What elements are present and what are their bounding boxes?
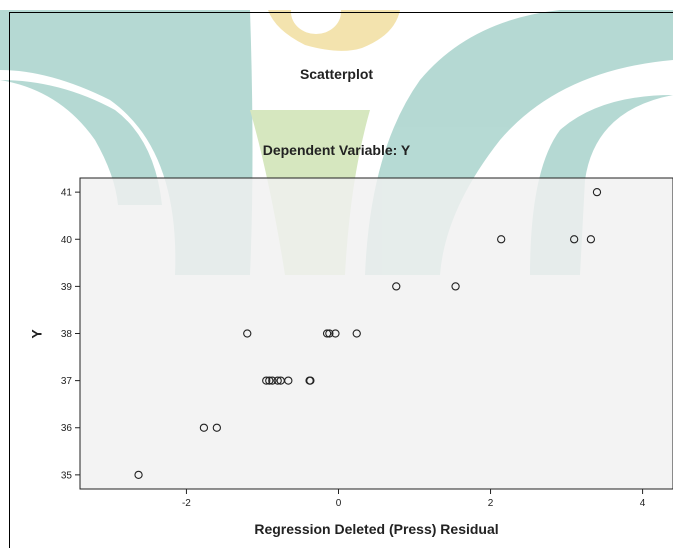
x-tick-label: 2 — [488, 498, 494, 509]
scatter-point — [243, 329, 252, 338]
x-tick-label: 0 — [336, 498, 342, 509]
scatter-point — [322, 329, 332, 338]
y-tick-label: 36 — [61, 423, 73, 434]
chart-title: Scatterplot — [299, 66, 374, 82]
scatter-point — [497, 235, 506, 244]
scatter-point — [284, 376, 293, 385]
x-axis-label: Regression Deleted (Press) Residual — [254, 521, 499, 537]
plot-area — [79, 177, 673, 490]
chart-frame — [9, 12, 673, 548]
y-tick-label: 35 — [61, 470, 73, 481]
y-tick-label: 39 — [61, 282, 73, 293]
scatter-point — [212, 423, 221, 432]
x-tick-label: 4 — [640, 498, 646, 509]
scatter-point — [268, 376, 277, 385]
y-tick-label: 37 — [61, 376, 73, 387]
scatter-point — [134, 470, 143, 480]
scatter-point — [262, 376, 271, 385]
y-tick-label: 40 — [61, 235, 73, 246]
scatter-point — [392, 282, 401, 291]
scatter-point — [570, 235, 579, 244]
y-axis-label: Y — [28, 329, 45, 339]
y-tick-label: 41 — [61, 188, 73, 199]
axis-ticks: 35 36 37 38 39 40 41 -2 0 2 4 — [61, 188, 646, 509]
scatter-point — [586, 235, 596, 244]
scatter-point — [273, 376, 282, 385]
scatter-point — [451, 282, 460, 291]
scatter-point — [352, 329, 361, 338]
scatter-point — [306, 376, 315, 385]
data-points — [134, 187, 602, 480]
x-tick-label: -2 — [182, 498, 191, 509]
y-tick-label: 38 — [61, 329, 73, 340]
scatter-point — [265, 376, 274, 385]
scatter-point — [325, 329, 334, 338]
scatter-point — [199, 423, 209, 432]
chart-subtitle: Dependent Variable: Y — [262, 142, 411, 158]
scatter-point — [592, 187, 602, 197]
scatter-point — [331, 329, 340, 338]
